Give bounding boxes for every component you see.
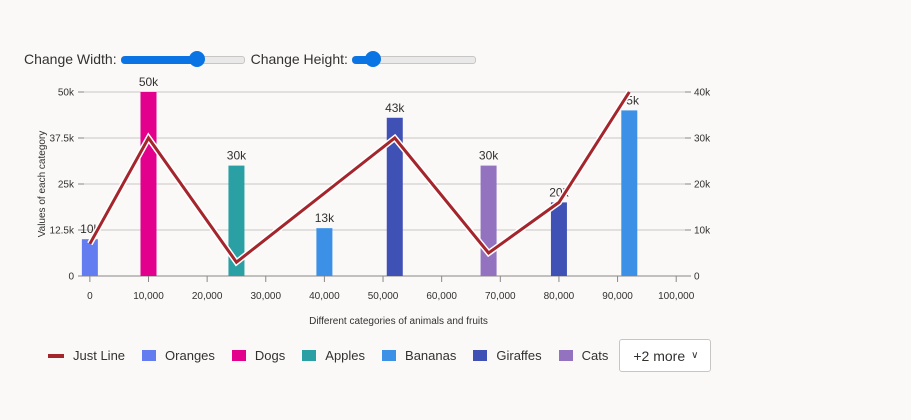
legend-more-label: +2 more (633, 347, 686, 364)
chevron-down-icon: ∨ (691, 350, 699, 361)
y2-tick-label: 10k (694, 226, 711, 237)
size-controls: Change Width: Change Height: (24, 48, 482, 70)
y2-tick-label: 20k (694, 180, 711, 191)
x-tick-label: 70,000 (485, 291, 516, 302)
legend-swatch (48, 353, 64, 358)
legend-item[interactable]: Bananas (382, 346, 456, 366)
bar (81, 239, 98, 276)
bar (550, 202, 567, 276)
legend-label: Bananas (405, 348, 457, 363)
x-tick-label: 30,000 (250, 291, 281, 302)
bar-data-label: 13k (315, 211, 335, 225)
legend-label: Giraffes (496, 348, 542, 363)
line-series (88, 91, 631, 265)
width-slider-thumb[interactable] (189, 51, 206, 67)
legend-swatch (142, 350, 157, 361)
bar-data-label: 30k (479, 149, 499, 163)
legend-label: Dogs (254, 348, 286, 363)
legend-swatch (231, 350, 246, 361)
legend-label: Apples (325, 348, 366, 363)
bar-data-label: 30k (227, 149, 247, 163)
y-tick-label: 25k (58, 180, 75, 191)
bar (140, 92, 157, 276)
x-tick-label: 0 (87, 291, 93, 302)
x-tick-label: 10,000 (133, 291, 164, 302)
y-tick-label: 0 (68, 272, 74, 283)
legend-swatch (558, 350, 573, 361)
legend: Just Line Oranges Dogs Apples Bananas Giraffe… (48, 339, 712, 372)
bar (316, 228, 333, 276)
width-label: Change Width: (24, 51, 117, 67)
x-tick-label: 20,000 (192, 291, 223, 302)
legend-label: Oranges (165, 348, 215, 363)
x-tick-label: 40,000 (309, 291, 340, 302)
y2-tick-label: 30k (694, 134, 711, 145)
bar (228, 165, 245, 276)
legend-item[interactable]: Apples (302, 346, 365, 366)
legend-swatch (382, 350, 397, 361)
height-slider[interactable] (350, 51, 478, 67)
x-tick-label: 60,000 (426, 291, 457, 302)
legend-label: Cats (581, 348, 609, 363)
bar (621, 110, 638, 277)
legend-item[interactable]: Dogs (231, 346, 286, 366)
height-slider-thumb[interactable] (364, 51, 381, 67)
y-tick-label: 50k (58, 88, 75, 99)
y-tick-label: 12.5k (50, 226, 75, 237)
line-series-halo (87, 90, 632, 267)
legend-item[interactable]: Cats (558, 346, 609, 366)
legend-swatch (302, 350, 317, 361)
x-tick-label: 80,000 (544, 291, 575, 302)
width-slider[interactable] (119, 51, 247, 67)
height-label: Change Height: (250, 51, 348, 67)
legend-label: Just Line (73, 348, 126, 363)
bar-data-label: 50k (139, 75, 159, 89)
legend-item[interactable]: Oranges (142, 346, 215, 366)
x-tick-label: 50,000 (368, 291, 399, 302)
legend-swatch (473, 350, 488, 361)
x-tick-label: 90,000 (602, 291, 633, 302)
x-axis-title: Different categories of animals and frui… (309, 316, 488, 327)
chart: 0 12.5k 25k 37.5k 50k 0 10k 20k 30k 40k 0 10,000 20,… (37, 75, 711, 327)
width-slider-fill (120, 56, 198, 64)
legend-item[interactable]: Just Line (48, 346, 125, 366)
legend-more-button[interactable]: +2 more ∨ (619, 339, 712, 372)
y2-tick-label: 40k (694, 88, 711, 99)
legend-item[interactable]: Giraffes (473, 346, 542, 366)
y-tick-label: 37.5k (50, 134, 75, 145)
x-tick-label: 100,000 (658, 291, 695, 302)
bar-data-label: 43k (385, 101, 405, 115)
bar (386, 117, 403, 276)
y-axis-title: Values of each category (37, 131, 48, 238)
y2-tick-label: 0 (694, 272, 700, 283)
height-slider-fill (351, 56, 373, 64)
bar (480, 165, 497, 276)
